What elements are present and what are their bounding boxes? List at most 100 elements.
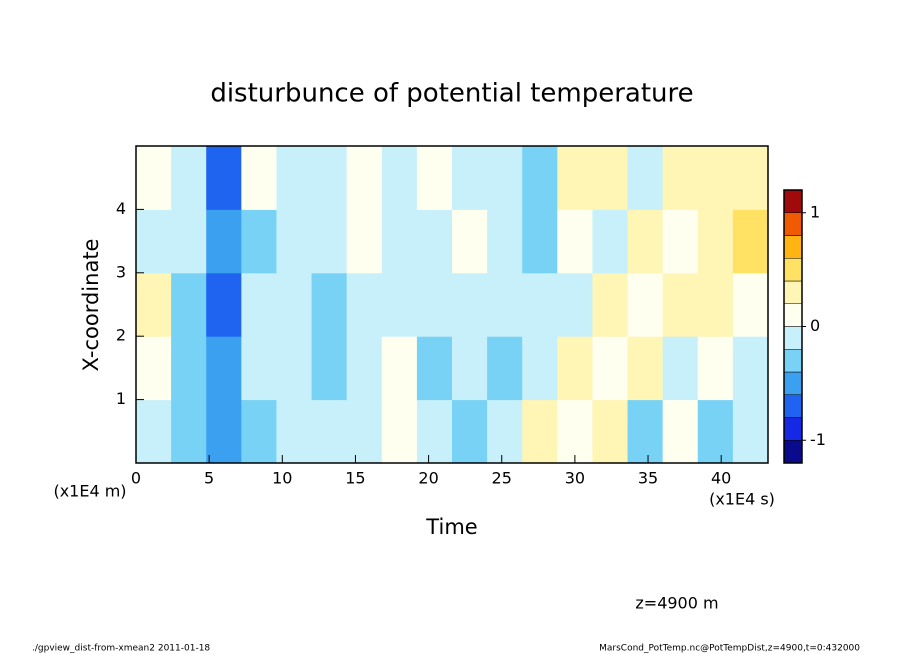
heat-cell [592,146,629,210]
x-axis-label: Time [425,515,477,539]
heat-cell [592,272,629,337]
heat-cell [522,399,558,464]
heat-cell [416,209,453,274]
heat-cell [592,209,629,274]
heat-cell [206,336,242,401]
colorbar-bin [783,440,803,464]
heat-cell [136,272,172,337]
heat-cell [276,209,313,274]
heat-cell [452,272,488,337]
heat-cell [206,399,242,464]
heat-cell [487,399,523,464]
colorbar-bin [783,189,803,213]
colorbar-bin [783,417,803,441]
heat-cell [732,399,769,464]
colorbar-tick-label: 1 [810,202,820,221]
colorbar-bin [783,349,803,373]
heat-cell [452,209,488,274]
heat-cell [627,399,664,464]
heat-cell [171,146,207,210]
heat-cell [346,272,383,337]
heat-cell [592,336,629,401]
x-tick-label: 25 [492,469,512,488]
heat-cell [136,209,172,274]
heat-cell [416,272,453,337]
heat-cell [487,209,523,274]
x-tick-label: 15 [345,469,365,488]
heat-cell [171,399,207,464]
colorbar-bin [783,371,803,395]
footer-right: MarsCond_PotTemp.nc@PotTempDist,z=4900,t… [599,644,860,654]
heat-cell [311,336,348,401]
heat-cell [381,336,418,401]
heat-cell [732,336,769,401]
x-tick-label: 40 [711,469,731,488]
heat-cell [627,146,664,210]
heat-cell [697,272,734,337]
y-tick-label: 3 [116,262,126,281]
heat-cell [522,336,558,401]
heat-cell [171,336,207,401]
heat-cell [627,209,664,274]
heat-cell [136,399,172,464]
heat-cell [662,146,699,210]
heat-cell [171,209,207,274]
heat-cell [732,209,769,274]
heat-cell [276,146,313,210]
heat-cell [416,336,453,401]
heat-cell [522,272,558,337]
heat-cell [311,146,348,210]
heat-cell [697,146,734,210]
heat-cell [311,209,348,274]
heat-cell [452,336,488,401]
heat-cell [557,209,593,274]
heat-cell [276,336,313,401]
heat-cell [487,272,523,337]
heat-cell [206,272,242,337]
heat-cell [381,272,418,337]
heat-cell [346,399,383,464]
heat-cell [206,146,242,210]
heat-cell [311,272,348,337]
colorbar-bin [783,258,803,282]
colorbar-bin [783,235,803,259]
y-axis-label: X-coordinate [79,239,103,372]
heat-cell [662,336,699,401]
heat-cell [487,336,523,401]
heat-cell [171,272,207,337]
y-tick-label: 2 [116,326,126,345]
heat-cell [662,209,699,274]
x-tick-label: 5 [204,469,214,488]
x-tick-label: 0 [131,469,141,488]
colorbar-tick-label: -1 [810,430,826,449]
y-tick-label: 4 [116,199,126,218]
chart-title: disturbunce of potential temperature [210,79,693,109]
heat-cell [381,399,418,464]
heat-cell [557,336,593,401]
heat-cell [206,209,242,274]
heat-cell [136,146,172,210]
plot-frame [135,145,769,464]
x-unit: (x1E4 s) [709,490,775,509]
x-tick-label: 30 [565,469,585,488]
heat-cell [522,209,558,274]
heat-cell [627,272,664,337]
colorbar-bin [783,303,803,327]
heat-cell [557,272,593,337]
x-tick-label: 35 [638,469,658,488]
heat-cell [557,399,593,464]
heat-cell [452,146,488,210]
heat-cell [346,336,383,401]
colorbar-bin [783,212,803,236]
heat-cell [136,336,172,401]
heat-cell [557,146,593,210]
y-tick-label: 1 [116,389,126,408]
heat-cell [416,399,453,464]
heat-cell [522,146,558,210]
heat-cell [276,399,313,464]
heat-cell [452,399,488,464]
heat-cell [416,146,453,210]
heat-cell [697,336,734,401]
